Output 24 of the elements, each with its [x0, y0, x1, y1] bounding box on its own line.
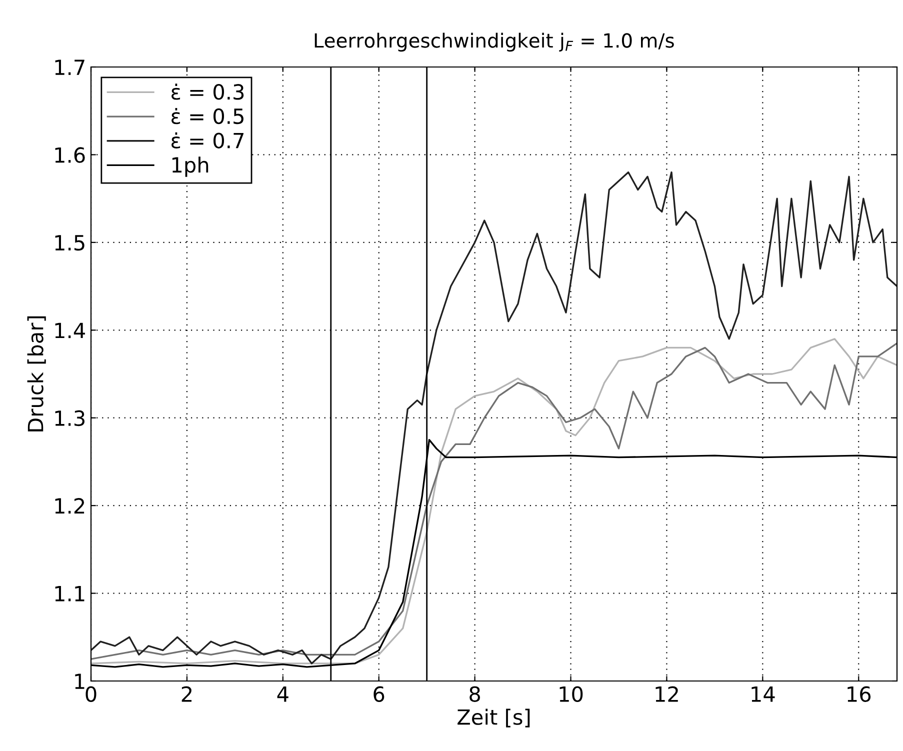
x-tick-label: 16: [848, 686, 871, 702]
x-axis-title: Zeit [s]: [458, 708, 530, 728]
x-tick-label: 10: [560, 686, 583, 702]
chart-title: Leerrohrgeschwindigkeit j$_{F}$ = 1.0 m/s: [314, 32, 674, 52]
legend-label: ε̇ = 0.5: [172, 108, 244, 124]
x-tick-label: 8: [470, 686, 480, 702]
x-tick-label: 0: [86, 686, 96, 702]
y-tick-label: 1: [75, 674, 84, 689]
x-tick-label: 4: [277, 686, 288, 702]
y-tick-label: 1.1: [55, 586, 84, 602]
x-tick-label: 12: [656, 686, 678, 702]
legend-label: ε̇ = 0.3: [172, 84, 244, 100]
y-tick-label: 1.2: [55, 498, 84, 514]
y-tick-label: 1.4: [55, 322, 85, 338]
x-tick-label: 6: [374, 686, 384, 702]
x-tick-label: 14: [752, 686, 775, 702]
y-tick-label: 1.6: [55, 147, 85, 163]
y-tick-label: 1.3: [55, 410, 84, 426]
legend-label: ε̇ = 0.7: [172, 132, 244, 148]
y-tick-label: 1.5: [55, 235, 84, 251]
y-tick-label: 1.7: [55, 60, 84, 75]
y-axis-title: Druck [bar]: [27, 316, 46, 432]
x-tick-label: 2: [182, 686, 192, 702]
legend-label: 1ph: [172, 156, 208, 177]
